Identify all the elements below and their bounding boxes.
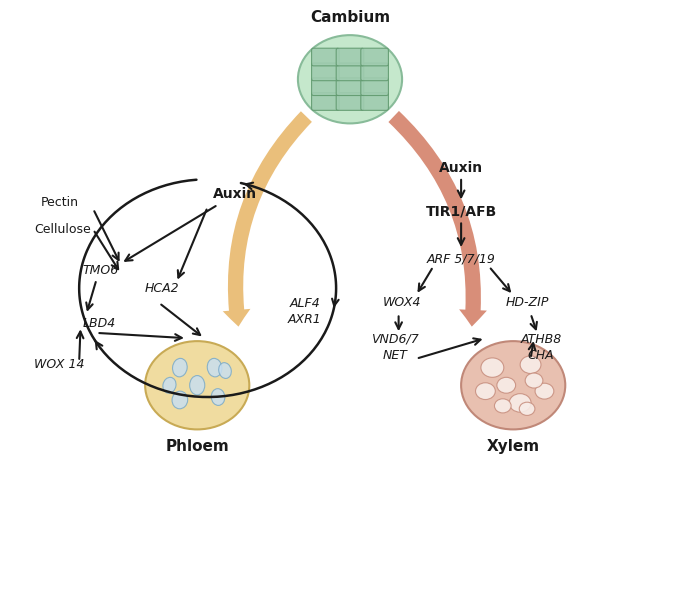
Circle shape — [520, 356, 541, 374]
FancyBboxPatch shape — [336, 63, 364, 81]
Text: HCA2: HCA2 — [145, 282, 180, 295]
Text: Auxin: Auxin — [439, 160, 483, 175]
Circle shape — [145, 341, 249, 429]
FancyBboxPatch shape — [312, 78, 340, 96]
FancyBboxPatch shape — [360, 93, 388, 110]
Text: ATHB8
CHA: ATHB8 CHA — [520, 333, 561, 362]
Circle shape — [497, 377, 516, 393]
FancyBboxPatch shape — [312, 63, 340, 81]
Text: Xylem: Xylem — [486, 439, 540, 454]
Ellipse shape — [190, 375, 205, 395]
FancyBboxPatch shape — [336, 78, 364, 96]
Ellipse shape — [211, 388, 225, 406]
Ellipse shape — [218, 363, 231, 378]
Circle shape — [298, 35, 402, 124]
Ellipse shape — [207, 358, 222, 377]
FancyBboxPatch shape — [336, 93, 364, 110]
FancyBboxPatch shape — [360, 78, 388, 96]
Circle shape — [481, 358, 504, 377]
FancyBboxPatch shape — [360, 63, 388, 81]
Circle shape — [461, 341, 566, 429]
FancyBboxPatch shape — [312, 48, 340, 66]
Text: TIR1/AFB: TIR1/AFB — [426, 205, 497, 219]
Text: Phloem: Phloem — [165, 439, 229, 454]
FancyArrowPatch shape — [223, 111, 312, 327]
FancyBboxPatch shape — [336, 48, 364, 66]
Text: Cambium: Cambium — [310, 10, 390, 24]
Text: Pectin: Pectin — [41, 197, 79, 209]
Text: Cellulose: Cellulose — [34, 223, 91, 236]
FancyBboxPatch shape — [312, 93, 340, 110]
Text: ALF4
AXR1: ALF4 AXR1 — [288, 297, 322, 326]
Text: WOX4: WOX4 — [383, 296, 421, 309]
Ellipse shape — [172, 358, 187, 377]
Text: Auxin: Auxin — [214, 187, 258, 201]
Circle shape — [535, 383, 554, 399]
Circle shape — [525, 373, 543, 388]
Circle shape — [509, 394, 531, 412]
Ellipse shape — [172, 391, 188, 409]
FancyArrowPatch shape — [389, 111, 487, 327]
Text: LBD4: LBD4 — [83, 317, 116, 330]
Text: WOX 14: WOX 14 — [34, 358, 85, 371]
Text: TMO6: TMO6 — [83, 264, 119, 277]
Text: ARF 5/7/19: ARF 5/7/19 — [427, 252, 496, 266]
Text: VND6/7
NET: VND6/7 NET — [371, 333, 419, 362]
Circle shape — [519, 402, 535, 415]
Text: HD-ZIP: HD-ZIP — [505, 296, 549, 309]
Circle shape — [494, 399, 511, 413]
Circle shape — [475, 383, 496, 400]
FancyBboxPatch shape — [360, 48, 388, 66]
Ellipse shape — [163, 377, 176, 393]
